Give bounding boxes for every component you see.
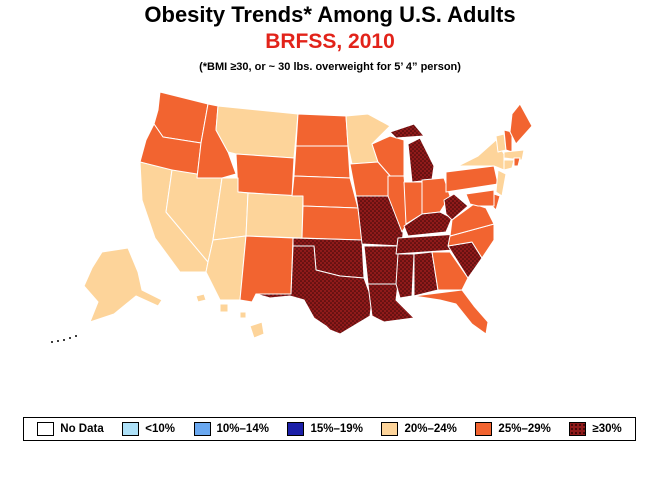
state-FL (413, 289, 489, 335)
legend-item-no_data: No Data (37, 422, 104, 436)
state-MD (465, 189, 495, 207)
legend-swatch (287, 422, 305, 436)
bmi-footnote: (*BMI ≥30, or ~ 30 lbs. overweight for 5… (199, 61, 461, 73)
state-TX (255, 245, 373, 335)
alaska-aleutian-islands (51, 335, 77, 343)
state-MI (389, 123, 435, 183)
state-CO (245, 192, 304, 239)
legend: No Data <10% 10%–14% 15%–19% 20%–24% 25%–29% ≥… (23, 417, 636, 441)
legend-label: <10% (145, 423, 175, 435)
legend-item-ge30: ≥30% (569, 422, 622, 436)
legend-item-lt10: <10% (122, 422, 175, 436)
state-VA (449, 203, 495, 237)
legend-label: 15%–19% (310, 423, 363, 435)
legend-item-15_19: 15%–19% (287, 422, 363, 436)
state-RI (513, 157, 521, 167)
legend-swatch (122, 422, 140, 436)
legend-label: No Data (60, 423, 104, 435)
legend-label: 10%–14% (216, 423, 269, 435)
state-ND (295, 113, 349, 147)
map-subtitle: BRFSS, 2010 (265, 30, 395, 53)
state-HI (195, 293, 265, 339)
legend-swatch (381, 422, 399, 436)
legend-item-25_29: 25%–29% (475, 422, 551, 436)
state-WY (235, 153, 295, 197)
legend-label: 25%–29% (498, 423, 551, 435)
legend-swatch (569, 422, 587, 436)
state-CT (503, 159, 515, 171)
state-GA (431, 251, 469, 291)
legend-label: ≥30% (592, 423, 622, 435)
legend-label: 20%–24% (404, 423, 457, 435)
state-WV (443, 193, 469, 221)
state-NM (239, 235, 294, 303)
legend-swatch (475, 422, 493, 436)
state-MS (395, 253, 415, 299)
state-AK (83, 247, 163, 323)
state-PA (445, 165, 499, 193)
state-NJ (495, 169, 507, 197)
state-AZ (205, 235, 247, 301)
state-ME (509, 103, 533, 145)
state-KS (301, 205, 363, 241)
state-MT (215, 105, 299, 159)
legend-swatch (193, 422, 211, 436)
state-SD (293, 145, 351, 179)
legend-item-10_14: 10%–14% (193, 422, 269, 436)
legend-swatch (37, 422, 55, 436)
legend-item-20_24: 20%–24% (381, 422, 457, 436)
map-title: Obesity Trends* Among U.S. Adults (144, 2, 516, 27)
